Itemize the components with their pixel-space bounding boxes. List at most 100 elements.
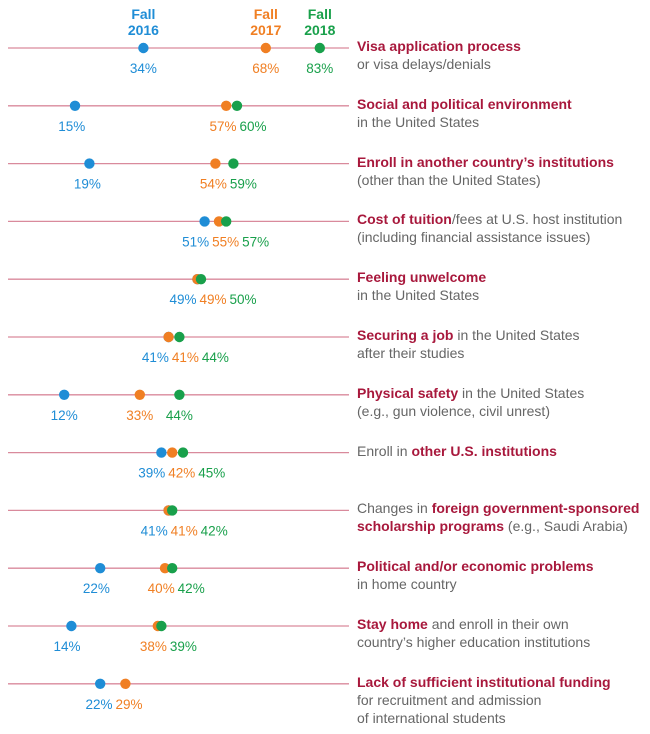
row-label-line2: country’s higher education institutions <box>357 634 591 650</box>
dot-fall2018 <box>156 620 167 632</box>
value-label-fall2017: 49% <box>199 292 226 307</box>
legend-fall2018-line1: Fall <box>308 6 332 22</box>
value-label-fall2018: 42% <box>201 523 228 538</box>
row-label-line2: for recruitment and admission <box>357 691 542 708</box>
row-label-line2: after their studies <box>357 345 465 361</box>
value-label-fall2017: 41% <box>172 350 199 365</box>
value-label-fall2016: 34% <box>130 61 157 76</box>
value-label-fall2017: 55% <box>212 234 239 249</box>
value-label-fall2016: 41% <box>141 523 168 538</box>
value-label-fall2016: 39% <box>138 466 165 481</box>
dot-fall2017 <box>213 216 225 227</box>
row-label-line2: (including financial assistance issues) <box>357 229 591 246</box>
row-label-line2: scholarship programs (e.g., Saudi Arabia… <box>357 518 628 535</box>
dot-fall2017 <box>159 563 171 574</box>
dot-fall2018 <box>231 100 243 112</box>
row-label-line1: Feeling unwelcome <box>357 269 487 286</box>
value-label-fall2018: 39% <box>170 639 197 654</box>
dot-fall2018 <box>167 563 178 574</box>
dot-fall2018 <box>174 331 185 343</box>
value-label-fall2018: 57% <box>242 234 269 249</box>
value-label-fall2016: 15% <box>58 119 85 134</box>
value-label-fall2016: 22% <box>83 581 110 596</box>
row-label: Cost of tuition/fees at U.S. host instit… <box>357 210 647 246</box>
dot-fall2016 <box>156 447 167 458</box>
dot-fall2017 <box>167 447 178 458</box>
row-label: Political and/or economic problems in hom… <box>357 557 647 593</box>
value-label-fall2018: 83% <box>306 61 333 76</box>
row-label-line1: Enroll in other U.S. institutions <box>357 442 557 459</box>
row-label-line1: Stay home and enroll in their own <box>357 616 569 632</box>
row-label-line2: in home country <box>357 576 457 593</box>
value-label-fall2018: 44% <box>202 350 229 365</box>
dot-fall2018 <box>174 389 185 400</box>
value-label-fall2016: 12% <box>51 408 78 423</box>
row-label-line1: Social and political environment <box>357 95 572 112</box>
dot-fall2017 <box>210 158 221 169</box>
value-label-fall2017: 29% <box>115 697 142 712</box>
dot-fall2018 <box>221 216 232 227</box>
row-label-line1: Securing a job in the United States <box>357 327 580 343</box>
legend-fall2017-line2: 2017 <box>250 22 281 38</box>
dot-fall2016 <box>138 42 149 54</box>
value-label-fall2018: 45% <box>198 466 225 481</box>
value-label-fall2018: 59% <box>230 177 257 192</box>
legend-fall2017-line1: Fall <box>254 6 278 22</box>
dot-fall2017 <box>163 331 174 343</box>
value-label-fall2018: 42% <box>178 581 205 596</box>
dot-fall2017 <box>221 100 232 112</box>
dot-fall2018 <box>228 158 239 169</box>
dot-fall2016 <box>66 620 77 632</box>
legend-fall2016-line2: 2016 <box>128 22 159 38</box>
value-label-fall2016: 49% <box>169 292 196 307</box>
row-label: Visa application process or visa delays/d… <box>357 37 647 73</box>
row-label-line2: (e.g., gun violence, civil unrest) <box>357 402 550 419</box>
dot-fall2018 <box>314 42 325 54</box>
dot-fall2017 <box>134 389 145 400</box>
row-label-line1: Physical safety in the United States <box>357 384 585 401</box>
value-label-fall2017: 57% <box>209 119 236 134</box>
value-label-fall2018: 60% <box>239 119 266 134</box>
row-label-line1: Political and/or economic problems <box>357 558 594 575</box>
value-label-fall2017: 38% <box>140 639 167 654</box>
row-label-line3: of international students <box>357 709 506 726</box>
row-label: Securing a job in the United States after… <box>357 326 647 362</box>
row-label: Enroll in another country’s institutions… <box>357 153 647 189</box>
dot-fall2018 <box>167 505 178 516</box>
row-label-line2: in the United States <box>357 113 480 130</box>
value-label-fall2016: 19% <box>74 177 101 192</box>
dot-fall2018 <box>195 274 207 285</box>
value-label-fall2018: 44% <box>166 408 193 423</box>
legend-fall2016-line1: Fall <box>131 6 155 22</box>
row-label-line1: Lack of sufficient institutional funding <box>357 673 611 690</box>
value-label-fall2016: 22% <box>85 697 112 712</box>
row-label: Physical safety in the United States (e.g… <box>357 384 647 420</box>
row-label-line1: Enroll in another country’s institutions <box>357 153 614 170</box>
value-label-fall2017: 54% <box>200 177 227 192</box>
dot-fall2017 <box>120 678 131 689</box>
row-label-line1: Cost of tuition/fees at U.S. host instit… <box>357 211 623 228</box>
row-label-line1: Changes in foreign government-sponsored <box>357 500 640 517</box>
value-label-fall2017: 68% <box>252 61 279 76</box>
row-label: Changes in foreign government-sponsored s… <box>357 499 647 535</box>
value-label-fall2017: 40% <box>148 581 175 596</box>
value-label-fall2016: 51% <box>182 234 209 249</box>
value-label-fall2017: 42% <box>168 466 195 481</box>
row-label-line2: (other than the United States) <box>357 171 541 188</box>
value-label-fall2017: 33% <box>126 408 153 423</box>
dot-fall2016 <box>58 389 70 400</box>
dot-fall2016 <box>95 678 106 689</box>
value-labels: 34% 68% 83%15% 57% 60%19% 54% 59%51% 55% 57%49% 4… <box>51 61 334 712</box>
data-dots <box>58 42 325 689</box>
row-label-line1: Visa application process <box>357 38 521 54</box>
value-label-fall2018: 50% <box>229 292 256 307</box>
value-label-fall2016: 41% <box>142 350 169 365</box>
row-label-line2: or visa delays/denials <box>357 56 491 72</box>
value-label-fall2016: 14% <box>53 639 80 654</box>
row-label-line2: in the United States <box>357 287 480 304</box>
dot-fall2018 <box>177 447 189 458</box>
dot-fall2016 <box>95 563 106 574</box>
dot-fall2016 <box>69 100 81 112</box>
